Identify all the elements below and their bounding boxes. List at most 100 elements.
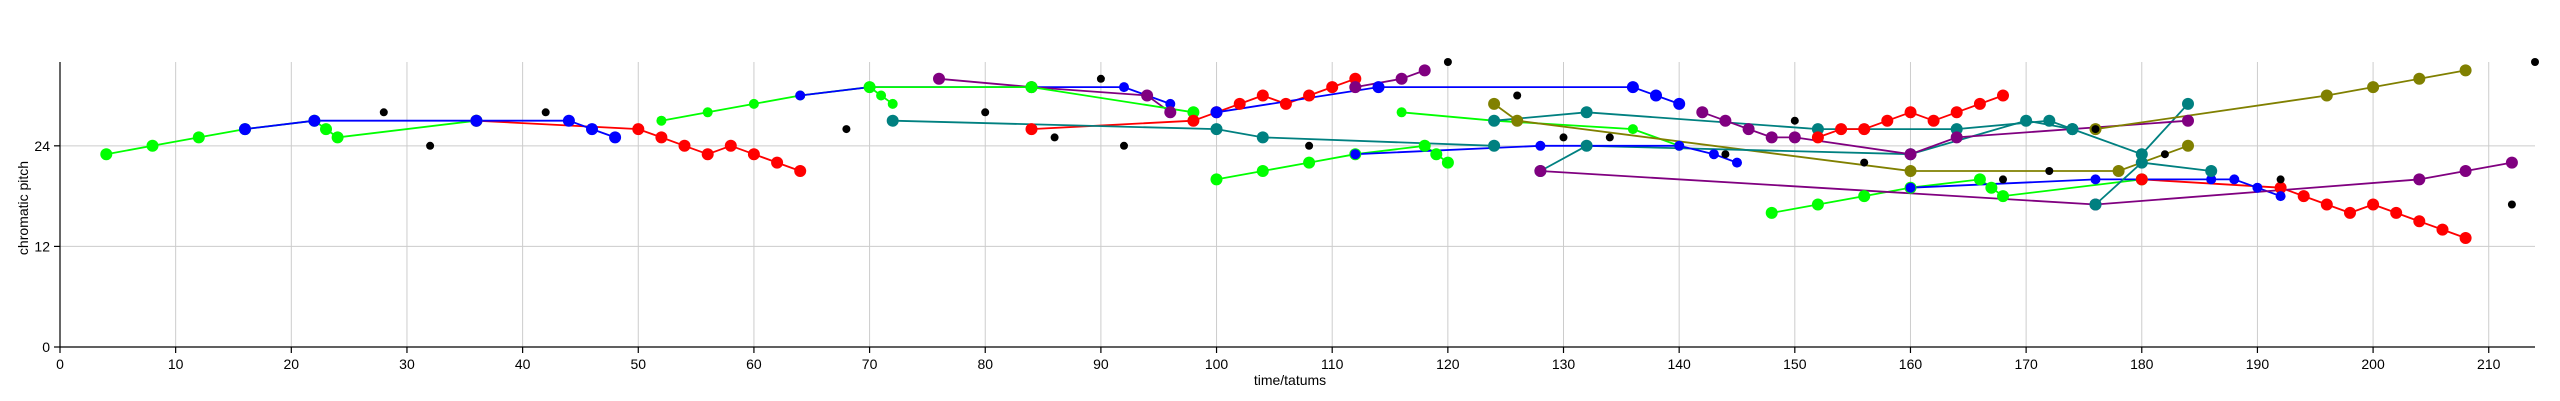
x-tick-label: 120 [1436,356,1460,372]
data-point [1860,158,1869,167]
data-point [1719,114,1732,127]
x-axis-label: time/tatums [1254,372,1326,388]
series-line-16 [1494,103,2189,156]
data-point [2020,114,2033,127]
x-tick-label: 60 [746,356,762,372]
data-point [100,148,113,161]
data-point [1513,91,1522,100]
y-tick-label: 24 [34,138,50,154]
data-point [655,131,668,144]
data-point [887,98,898,109]
data-point [1904,148,1917,161]
data-point [1418,139,1431,152]
data-point [1120,141,1128,150]
data-point [1790,116,1799,125]
data-point [748,98,759,109]
data-point [1997,190,2009,203]
x-tick-label: 140 [1667,356,1691,372]
data-point [2090,174,2101,185]
x-tick-label: 150 [1783,356,1807,372]
data-point [2206,174,2217,185]
data-point [1488,139,1501,152]
series-line-10 [1355,69,1426,88]
data-point [1372,81,1385,94]
data-point [1950,123,1963,136]
data-point [702,107,713,118]
data-point [1488,97,1501,110]
data-point [2135,148,2148,161]
series-line-3 [661,86,894,122]
data-point [1811,123,1824,136]
data-point [795,90,806,101]
data-point [562,114,575,127]
data-point [239,123,251,136]
data-point [1326,81,1339,94]
data-point [1303,89,1316,102]
x-tick-label: 30 [399,356,415,372]
data-point [1305,141,1314,150]
data-point [331,131,344,144]
x-tick-label: 90 [1093,356,1109,372]
data-point [1210,173,1223,186]
data-point [1025,123,1038,136]
data-point [2066,123,2079,136]
data-point [2413,72,2426,85]
data-point [2505,156,2518,169]
data-point [1580,106,1593,119]
grid-layer [60,62,2535,347]
data-point [2459,165,2472,177]
data-point [747,148,760,161]
data-point [1696,106,1709,119]
data-point [1858,123,1871,136]
data-point [1765,206,1778,219]
data-point [586,123,598,136]
data-point [981,108,990,117]
data-point [2297,190,2310,203]
data-point [1973,97,1986,110]
data-point [2320,198,2333,211]
series-line-8 [892,119,1495,147]
x-tick-label: 190 [2246,356,2270,372]
data-point [379,108,388,117]
data-point [1443,58,1452,66]
data-point [1233,97,1246,110]
data-point [678,139,691,152]
data-point [1350,149,1361,160]
data-point [1559,133,1568,142]
data-point [933,72,945,85]
data-point [2459,64,2472,77]
data-point [876,90,887,101]
data-point [320,123,332,136]
data-point [1605,133,1614,142]
data-point [1881,114,1894,127]
data-point [1708,149,1719,160]
data-point [1303,156,1316,169]
y-axis-label: chromatic pitch [15,161,31,255]
data-point [470,114,483,127]
x-tick-label: 180 [2130,356,2154,372]
data-point [701,148,714,161]
data-point [1732,157,1742,168]
data-point [2182,139,2194,152]
x-tick-label: 50 [630,356,646,372]
data-point [842,125,851,134]
data-point [863,81,876,94]
data-point [632,123,645,136]
data-point [2274,181,2287,194]
data-point [1396,107,1407,118]
data-point [2045,167,2054,175]
data-point [2091,125,2100,134]
data-point [1788,131,1801,144]
x-tick-label: 80 [977,356,993,372]
data-point [1858,190,1871,203]
tick-labels: 0 10 20 30 40 50 60 70 80 90 100 110 120 130 140 150 160… [34,138,2500,372]
data-point [2367,81,2380,94]
x-tick-label: 70 [862,356,878,372]
x-tick-label: 200 [2361,356,2385,372]
series-line-21 [2141,178,2466,239]
series-line-12 [1401,111,1680,147]
data-point [1535,140,1546,151]
data-point [1811,198,1824,211]
data-point [1973,173,1986,186]
data-point [1985,181,1998,194]
